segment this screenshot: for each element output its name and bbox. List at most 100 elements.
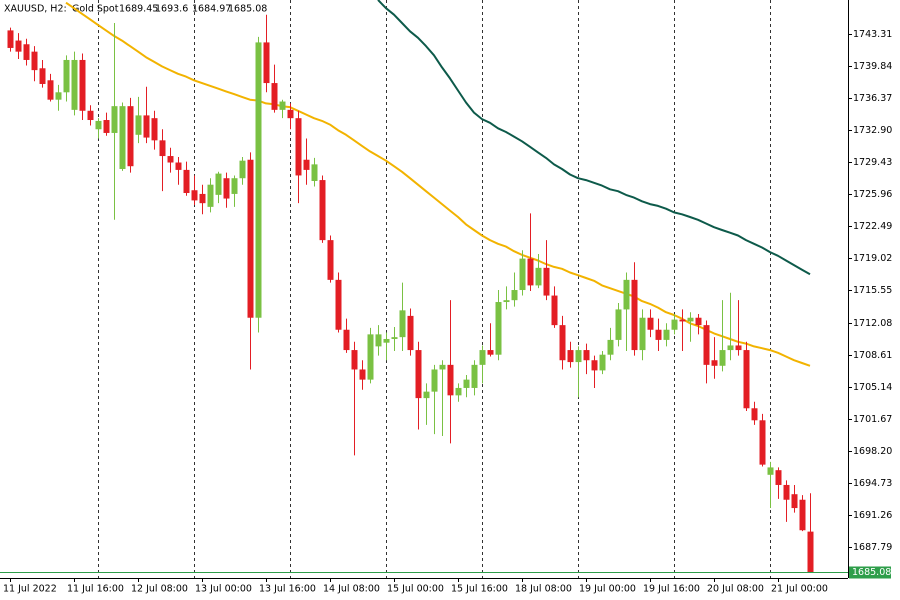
x-tick-label: 21 Jul 00:00 (771, 584, 828, 595)
candle-body (95, 120, 102, 130)
candle-body (399, 310, 406, 338)
candle-body (23, 44, 30, 60)
candle (471, 360, 478, 396)
candle-body (367, 334, 374, 380)
candle (191, 175, 198, 206)
candle-body (223, 178, 230, 199)
y-tick-label: 1687.79 (853, 542, 892, 553)
candle (399, 282, 406, 351)
candle (367, 327, 374, 384)
candle-body (719, 350, 726, 366)
candle-body (463, 379, 470, 388)
y-tick-label: 1729.43 (853, 157, 892, 168)
candle (87, 105, 94, 126)
candle-body (71, 59, 78, 110)
candle (63, 55, 70, 102)
candle-body (711, 360, 718, 366)
candle (423, 383, 430, 425)
candle (351, 341, 358, 456)
candle-body (639, 317, 646, 351)
candle-body (679, 319, 686, 322)
candle (455, 383, 462, 402)
candle (159, 129, 166, 192)
y-tick-label: 1722.49 (853, 221, 892, 232)
candle-body (759, 420, 766, 465)
candle-body (167, 156, 174, 163)
candle (295, 110, 302, 204)
candle-body (111, 106, 118, 133)
candle (743, 341, 750, 412)
candle (39, 59, 46, 88)
candle (71, 51, 78, 116)
candle-body (383, 338, 390, 343)
candle (55, 84, 62, 111)
candle-body (143, 115, 150, 138)
candle (583, 343, 590, 375)
header: XAUUSD, H2: Gold Spot 1689.45 1693.6 168… (4, 4, 267, 15)
candle-body (343, 329, 350, 351)
candle (47, 73, 54, 102)
candle (231, 175, 238, 207)
candle-body (471, 364, 478, 388)
y-tick-label: 1743.31 (853, 29, 892, 40)
candle (695, 314, 702, 335)
candle-body (519, 258, 526, 291)
candle-body (511, 290, 518, 301)
candle-body (247, 159, 254, 318)
candle-body (47, 80, 54, 100)
candle (439, 360, 446, 436)
candle (663, 323, 670, 347)
candle-body (191, 190, 198, 201)
candle (671, 314, 678, 335)
candle (271, 64, 278, 113)
x-tick-label: 19 Jul 00:00 (579, 584, 636, 595)
candle-body (607, 339, 614, 355)
candle-body (767, 467, 774, 475)
y-tick-label: 1712.08 (853, 318, 892, 329)
x-tick-label: 13 Jul 00:00 (195, 584, 252, 595)
x-tick-label: 14 Jul 08:00 (323, 584, 380, 595)
candle (175, 156, 182, 185)
chart-title: XAUUSD, H2: (4, 4, 67, 15)
candle-body (447, 364, 454, 396)
candle-body (263, 42, 270, 84)
candle-body (351, 350, 358, 370)
candle (519, 250, 526, 296)
y-tick-label: 1715.55 (853, 285, 892, 296)
candle (623, 272, 630, 351)
candle-body (655, 329, 662, 340)
candle-body (87, 110, 94, 121)
candle-body (527, 258, 534, 286)
candle (527, 213, 534, 291)
candle (535, 253, 542, 289)
candle (279, 99, 286, 119)
candle-body (575, 350, 582, 363)
candle (495, 290, 502, 361)
candle-body (199, 193, 206, 204)
ohlc-low: 1684.97 (192, 4, 231, 15)
candle-body (119, 106, 126, 169)
candle (119, 102, 126, 171)
candle-body (287, 109, 294, 119)
candle (199, 184, 206, 215)
candle (631, 262, 638, 356)
moving-averages (65, 0, 811, 367)
candle (791, 484, 798, 513)
candle-body (271, 83, 278, 110)
candle (383, 332, 390, 361)
candle (335, 272, 342, 333)
candle (711, 337, 718, 379)
candle (311, 157, 318, 187)
x-tick-label: 12 Jul 08:00 (131, 584, 188, 595)
candle (567, 341, 574, 368)
candle-body (407, 315, 414, 351)
candle (703, 320, 710, 384)
candle (655, 318, 662, 351)
candle-body (335, 279, 342, 330)
y-tick-label: 1739.84 (853, 61, 892, 72)
candle (479, 345, 486, 384)
candle (223, 172, 230, 208)
candle (751, 401, 758, 425)
candle-body (391, 337, 398, 339)
